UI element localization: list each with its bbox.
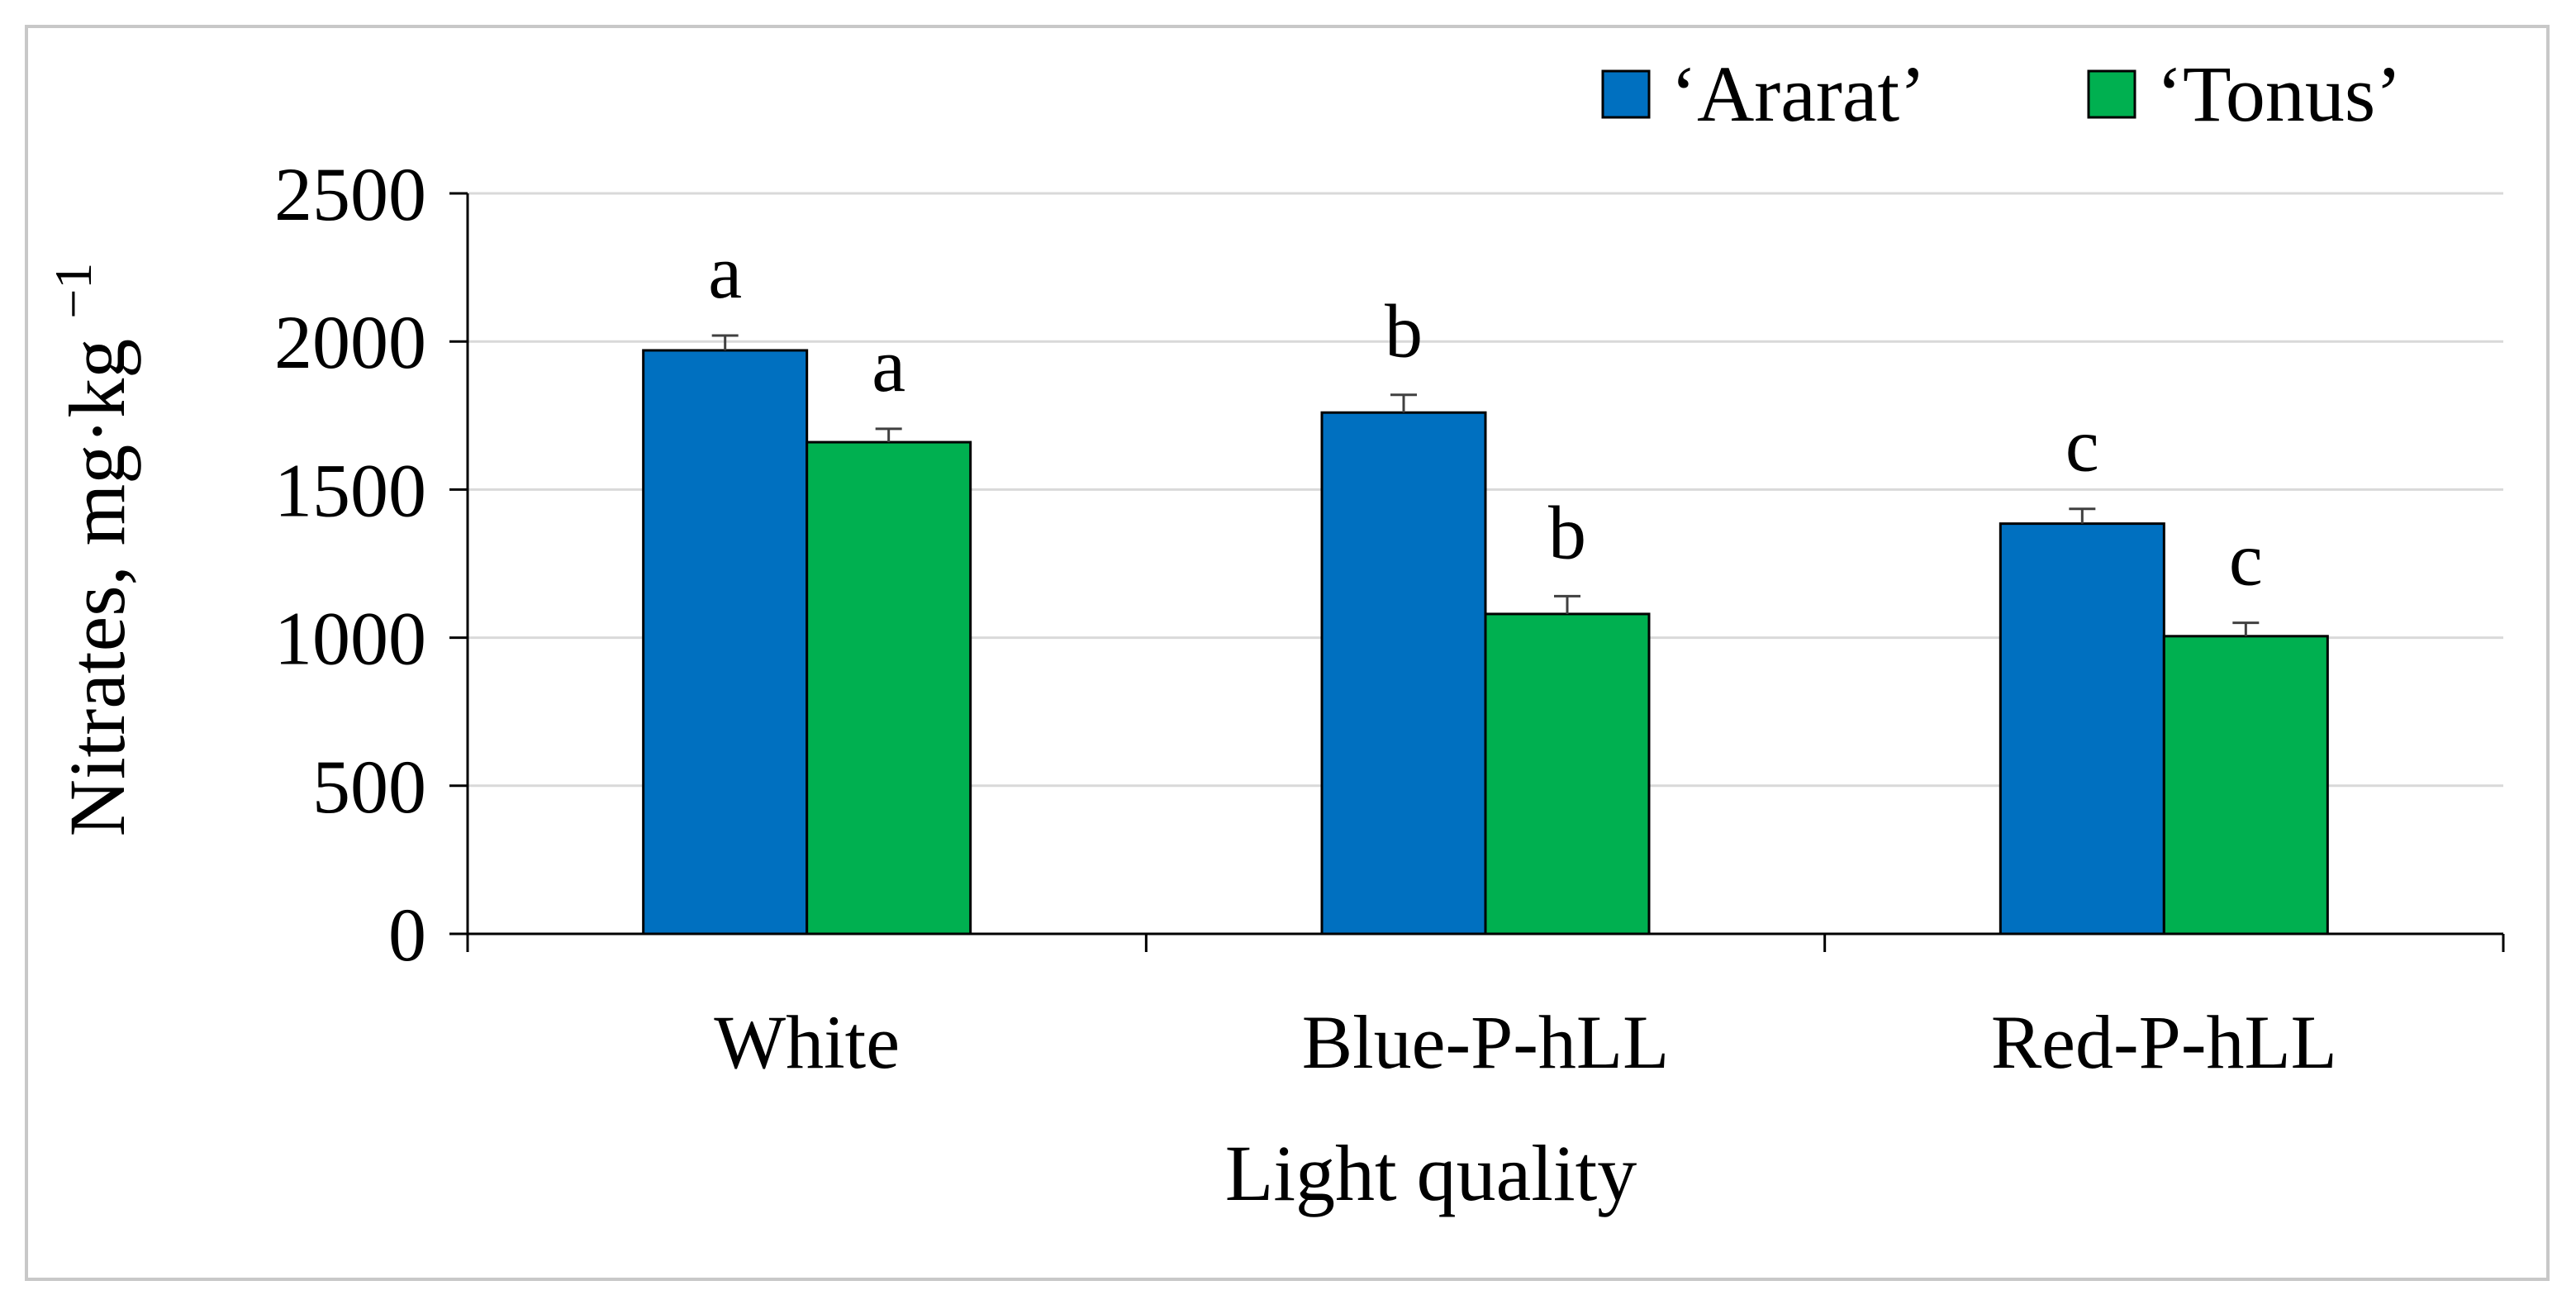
legend-swatch-ararat [1601, 69, 1651, 119]
labels: 0 500 1000 1500 2000 2500 White a a Blue-P-hLL b b R… [274, 152, 2337, 1084]
bar [2162, 635, 2329, 936]
significance-label: c [2065, 403, 2099, 488]
bar [1999, 522, 2165, 936]
axes [449, 192, 2505, 952]
legend-label-ararat: ‘Ararat’ [1671, 50, 1926, 138]
significance-label: b [1548, 490, 1586, 574]
x-tick-label: White [714, 1000, 900, 1084]
y-tick-label: 1500 [274, 448, 426, 532]
y-tick-label: 1000 [274, 597, 426, 681]
y-axis-title: Nitrates, mg·kg −1 [44, 263, 141, 837]
y-axis-title-exponent: −1 [44, 263, 102, 319]
y-axis-title-main: Nitrates, mg·kg [53, 339, 141, 837]
significance-label: c [2229, 517, 2263, 602]
bar [1320, 411, 1487, 936]
significance-label: a [872, 323, 905, 407]
legend: ‘Ararat’ ‘Tonus’ [1601, 50, 2402, 138]
y-tick-label: 500 [312, 745, 426, 829]
bar [806, 440, 972, 936]
significance-label: b [1385, 289, 1423, 374]
y-tick-label: 2500 [274, 152, 426, 236]
significance-label: a [708, 230, 742, 314]
bars [642, 334, 2329, 936]
x-axis-title: Light quality [1225, 1129, 1637, 1217]
legend-swatch-tonus [2087, 69, 2136, 119]
x-tick-label: Blue-P-hLL [1302, 1000, 1670, 1084]
bar [642, 349, 809, 936]
bar [1484, 612, 1651, 936]
y-tick-label: 0 [388, 893, 426, 977]
x-tick-label: Red-P-hLL [1991, 1000, 2337, 1084]
legend-label-tonus: ‘Tonus’ [2156, 50, 2402, 138]
y-tick-label: 2000 [274, 300, 426, 384]
